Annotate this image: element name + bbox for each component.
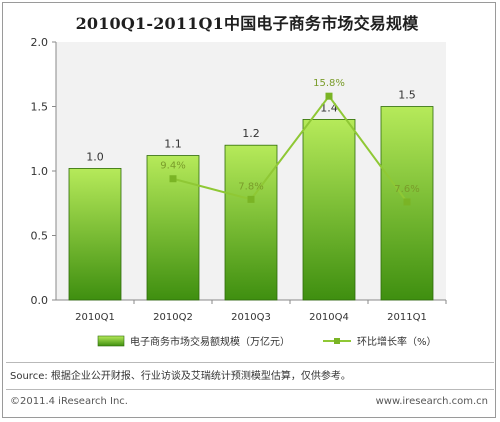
bar-2010Q1	[68, 168, 122, 301]
y-tick-label: 0.5	[31, 230, 49, 243]
growth-rate-marker	[247, 195, 255, 203]
growth-rate-marker	[325, 92, 333, 100]
copyright-text: ©2011.4 iResearch Inc.	[10, 396, 128, 407]
legend-line-label: 环比增长率（%）	[357, 335, 437, 348]
source-note: Source: 根据企业公开财报、行业访谈及艾瑞统计预测模型估算，仅供参考。	[10, 371, 351, 382]
bar-2010Q3	[224, 144, 278, 301]
bar-value-label: 1.5	[398, 89, 416, 102]
bar-value-label: 1.4	[320, 101, 338, 114]
y-tick-label: 1.5	[31, 101, 49, 114]
x-tick-label: 2010Q1	[75, 312, 115, 323]
growth-rate-label: 7.6%	[394, 184, 419, 195]
chart-title: 2010Q1-2011Q1中国电子商务市场交易规模	[75, 14, 419, 33]
footer-divider-bottom	[6, 389, 494, 390]
growth-rate-label: 7.8%	[238, 181, 263, 192]
legend-bar-swatch	[97, 335, 125, 347]
footer-divider-top	[6, 362, 494, 363]
bar-value-label: 1.0	[86, 150, 104, 163]
y-tick-label: 1.0	[31, 165, 49, 178]
bar-2010Q4	[302, 119, 356, 301]
x-tick-label: 2010Q2	[153, 312, 193, 323]
x-tick-label: 2010Q4	[309, 312, 349, 323]
bar-value-label: 1.1	[164, 138, 182, 151]
y-tick-label: 0.0	[31, 294, 49, 307]
growth-rate-marker	[403, 198, 411, 206]
growth-rate-label: 15.8%	[313, 78, 345, 89]
legend-bar-label: 电子商务市场交易额规模（万亿元）	[130, 335, 290, 348]
x-tick-label: 2010Q3	[231, 312, 271, 323]
growth-rate-line	[172, 94, 408, 203]
website-text: www.iresearch.com.cn	[375, 396, 488, 407]
growth-rate-label: 9.4%	[160, 161, 185, 172]
legend-line-marker	[334, 338, 340, 344]
growth-rate-marker	[169, 175, 177, 183]
bar-value-label: 1.2	[242, 127, 260, 140]
x-tick-label: 2011Q1	[387, 312, 427, 323]
y-tick-label: 2.0	[31, 36, 49, 49]
